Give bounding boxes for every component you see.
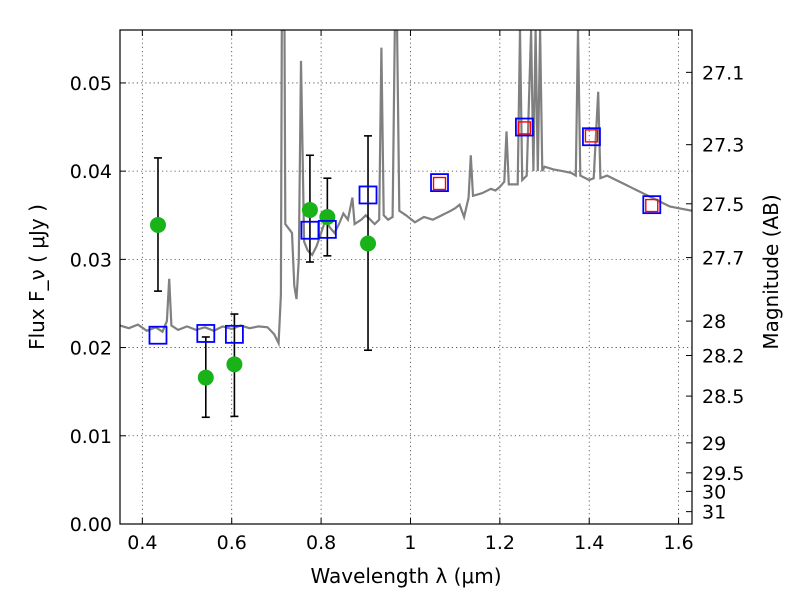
y-tick-label: 0.03 xyxy=(70,249,112,271)
model-flux-square xyxy=(148,325,168,345)
x-tick-label: 0.6 xyxy=(217,532,247,554)
x-tick-label: 1.2 xyxy=(485,532,515,554)
model-flux-square xyxy=(317,219,337,239)
y2-tick-label: 29 xyxy=(702,433,726,455)
plot-frame xyxy=(119,29,693,525)
x-axis-label: Wavelength λ (μm) xyxy=(310,564,501,588)
observed-flux-point xyxy=(360,235,377,252)
y2-axis-label: Magnitude (AB) xyxy=(759,194,783,349)
model-flux-square xyxy=(515,117,534,137)
y-tick-label: 0.04 xyxy=(70,161,112,183)
x-tick-label: 0.4 xyxy=(127,532,157,554)
y2-tick-label: 27.5 xyxy=(702,194,744,216)
x-tick-label: 0.8 xyxy=(306,532,336,554)
x-tick-label: 1.6 xyxy=(663,532,693,554)
y-axis-label: Flux F_ν ( μJy ) xyxy=(25,204,49,350)
y-tick-label: 0.02 xyxy=(70,338,112,360)
y2-tick-label: 30 xyxy=(702,481,726,503)
model-flux-square-red xyxy=(645,198,659,213)
x-tick-label: 1.4 xyxy=(574,532,604,554)
model-flux-square xyxy=(358,185,378,205)
data-layer xyxy=(120,30,692,419)
plot-area xyxy=(120,30,692,524)
y2-tick-label: 27.3 xyxy=(702,135,744,157)
model-flux-square xyxy=(224,324,244,344)
observed-flux-point xyxy=(149,216,166,233)
y2-tick-label: 28.2 xyxy=(702,346,744,368)
y2-tick-label: 27.1 xyxy=(702,62,744,84)
spectrum-line xyxy=(120,30,692,348)
model-flux-square xyxy=(642,195,662,215)
model-flux-square-red xyxy=(432,176,447,191)
model-flux-square xyxy=(196,324,216,343)
model-flux-square xyxy=(430,173,449,193)
y-tick-label: 0.05 xyxy=(70,73,112,95)
observed-flux-point xyxy=(197,369,214,386)
y2-tick-label: 28.5 xyxy=(702,386,744,408)
x-tick-label: 1 xyxy=(404,532,416,554)
observed-flux-point xyxy=(319,209,336,226)
y-tick-label: 0.00 xyxy=(70,514,112,536)
y-tick-label: 0.01 xyxy=(70,426,112,448)
model-flux-square-red xyxy=(517,121,532,135)
y2-tick-label: 31 xyxy=(702,502,726,524)
y2-tick-label: 29.5 xyxy=(702,463,744,485)
ticks: 0.4 0.6 0.8 1 1.2 1.4 1.6 0.00 0.01 0.02 0.03 0.04 0… xyxy=(70,30,744,554)
y2-tick-label: 28 xyxy=(702,311,726,333)
model-flux-square-red xyxy=(584,129,599,143)
observed-flux-point xyxy=(301,201,318,218)
observed-flux-point xyxy=(226,356,243,373)
y2-tick-label: 27.7 xyxy=(702,248,744,270)
model-flux-square xyxy=(582,127,601,147)
